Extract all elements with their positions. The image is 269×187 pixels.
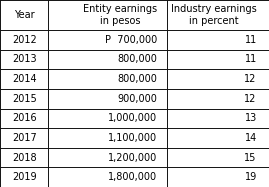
Bar	[0, 148, 48, 167]
Text: 11: 11	[245, 35, 257, 45]
Bar	[48, 108, 167, 128]
Bar	[167, 69, 269, 89]
Text: 19: 19	[245, 172, 257, 182]
Text: 2015: 2015	[12, 94, 37, 104]
Bar	[167, 30, 269, 50]
Bar	[0, 108, 48, 128]
Text: 12: 12	[244, 94, 257, 104]
Text: 2014: 2014	[12, 74, 37, 84]
Text: 2019: 2019	[12, 172, 37, 182]
Bar	[167, 50, 269, 69]
Bar	[48, 69, 167, 89]
Text: 2016: 2016	[12, 113, 37, 123]
Text: 11: 11	[245, 54, 257, 65]
Text: 1,200,000: 1,200,000	[108, 153, 157, 163]
Bar	[48, 89, 167, 108]
Bar	[48, 0, 167, 30]
Text: Industry earnings
in percent: Industry earnings in percent	[171, 4, 257, 26]
Text: 1,000,000: 1,000,000	[108, 113, 157, 123]
Text: 800,000: 800,000	[118, 74, 157, 84]
Bar	[48, 50, 167, 69]
Text: Entity earnings
in pesos: Entity earnings in pesos	[83, 4, 157, 26]
Text: 2012: 2012	[12, 35, 37, 45]
Bar	[0, 0, 48, 30]
Bar	[167, 128, 269, 148]
Text: 12: 12	[244, 74, 257, 84]
Bar	[0, 89, 48, 108]
Bar	[48, 167, 167, 187]
Text: 800,000: 800,000	[118, 54, 157, 65]
Bar	[48, 30, 167, 50]
Bar	[0, 167, 48, 187]
Text: 2017: 2017	[12, 133, 37, 143]
Text: 2018: 2018	[12, 153, 37, 163]
Bar	[167, 108, 269, 128]
Bar	[0, 50, 48, 69]
Text: 1,800,000: 1,800,000	[108, 172, 157, 182]
Bar	[167, 167, 269, 187]
Text: 14: 14	[245, 133, 257, 143]
Bar	[167, 0, 269, 30]
Bar	[0, 69, 48, 89]
Bar	[167, 148, 269, 167]
Text: Year: Year	[14, 10, 34, 20]
Text: 2013: 2013	[12, 54, 37, 65]
Text: 13: 13	[245, 113, 257, 123]
Bar	[48, 128, 167, 148]
Text: P  700,000: P 700,000	[105, 35, 157, 45]
Text: 1,100,000: 1,100,000	[108, 133, 157, 143]
Bar	[48, 148, 167, 167]
Bar	[0, 30, 48, 50]
Text: 15: 15	[244, 153, 257, 163]
Bar	[167, 89, 269, 108]
Bar	[0, 128, 48, 148]
Text: 900,000: 900,000	[118, 94, 157, 104]
